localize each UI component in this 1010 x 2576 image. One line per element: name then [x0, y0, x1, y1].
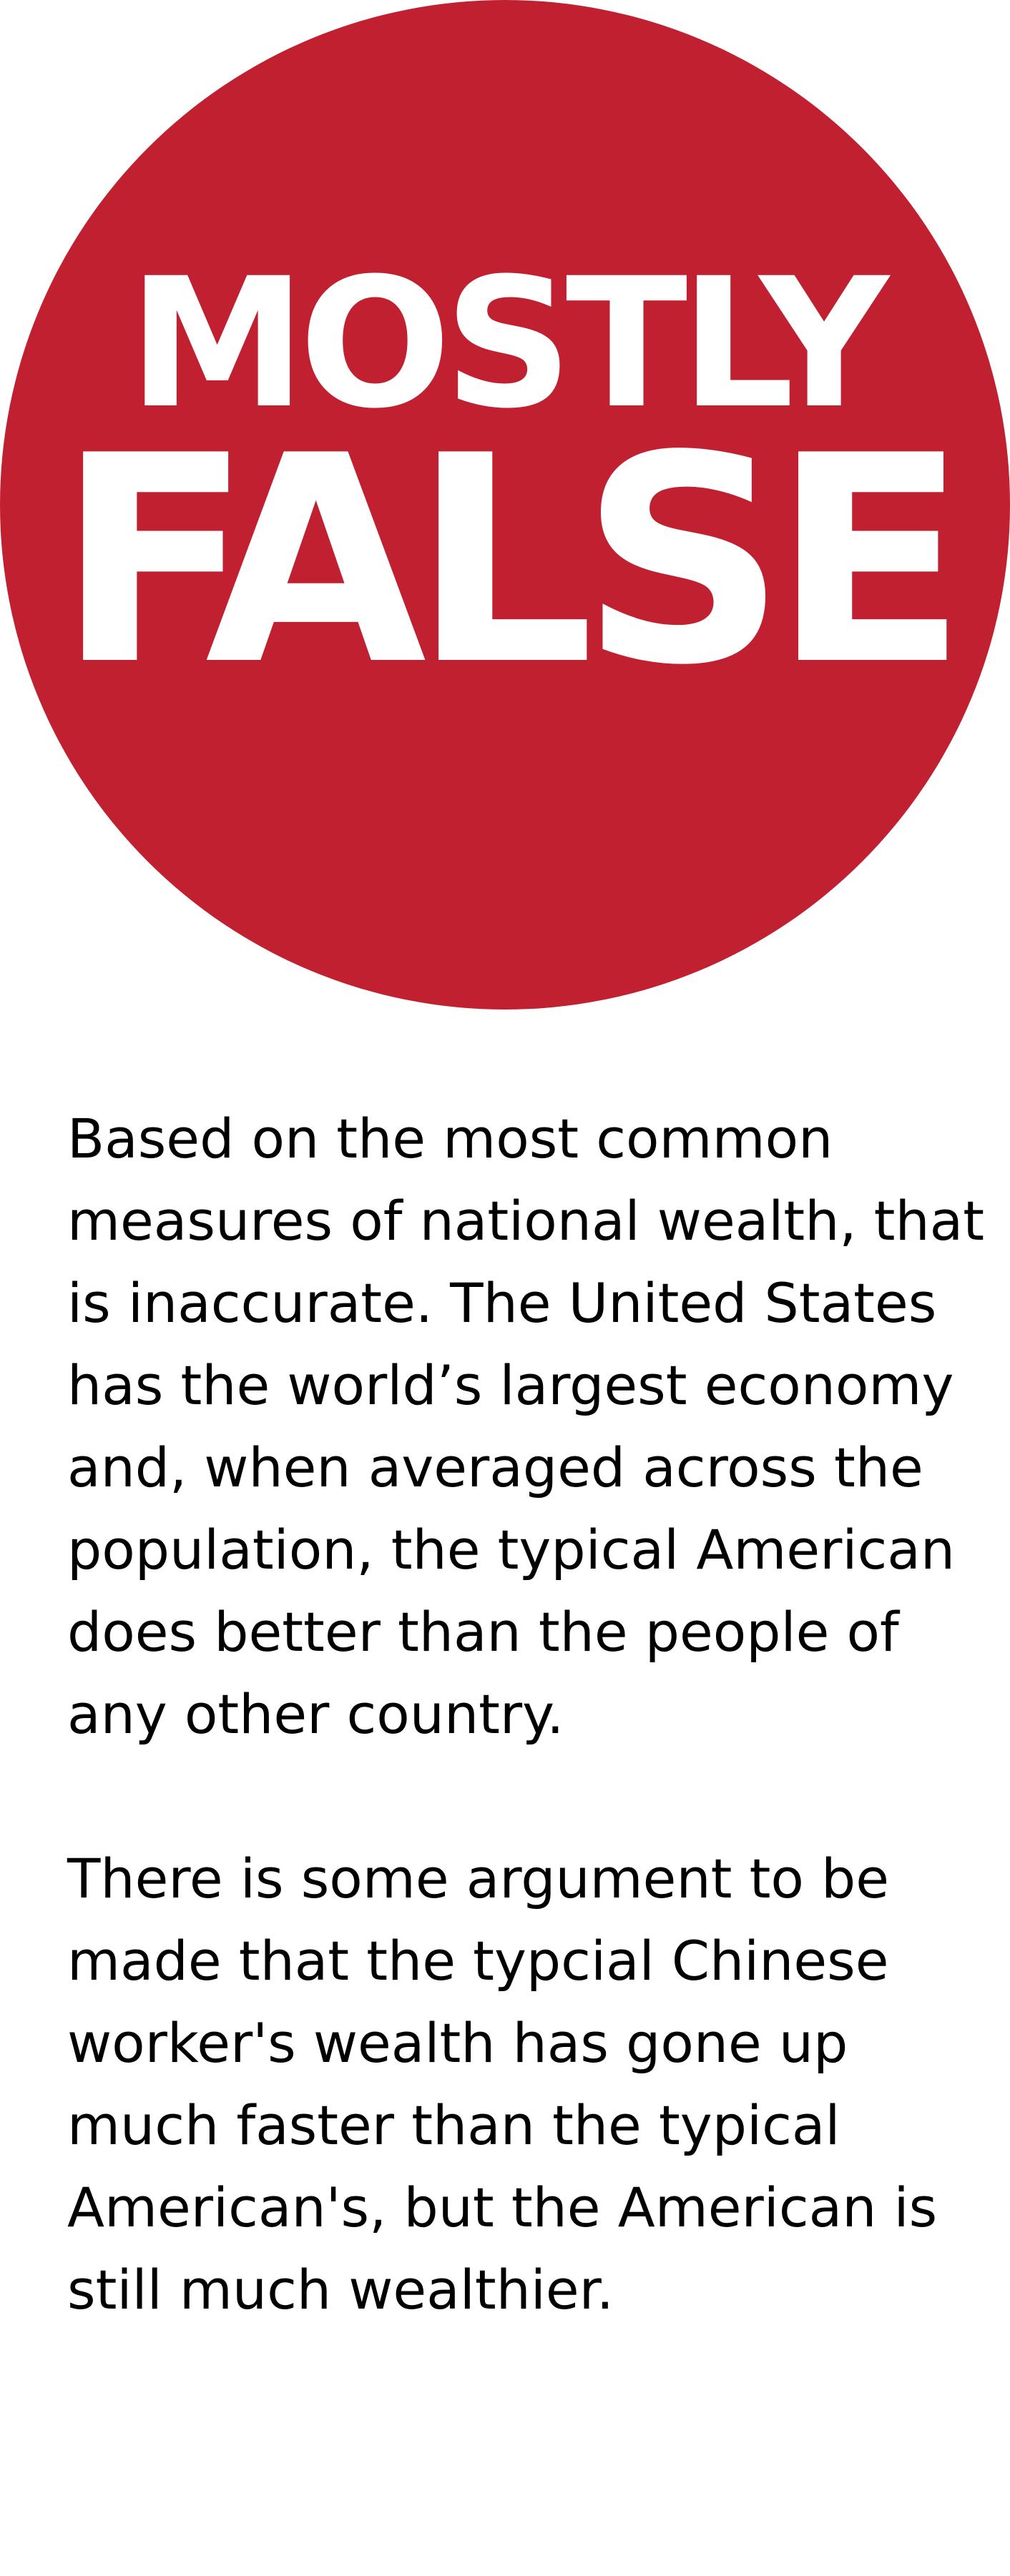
verdict-rating-line2: FALSE [57, 395, 967, 728]
explanation-paragraph-1: Based on the most common measures of nat… [67, 1107, 985, 1746]
explanation-text: Based on the most common measures of nat… [67, 1097, 997, 2413]
explanation-paragraph-2: There is some argument to be made that t… [67, 1847, 938, 2321]
verdict-rating-line1: MOSTLY [128, 240, 888, 448]
verdict-badge: MOSTLY FALSE [0, 0, 1010, 1010]
